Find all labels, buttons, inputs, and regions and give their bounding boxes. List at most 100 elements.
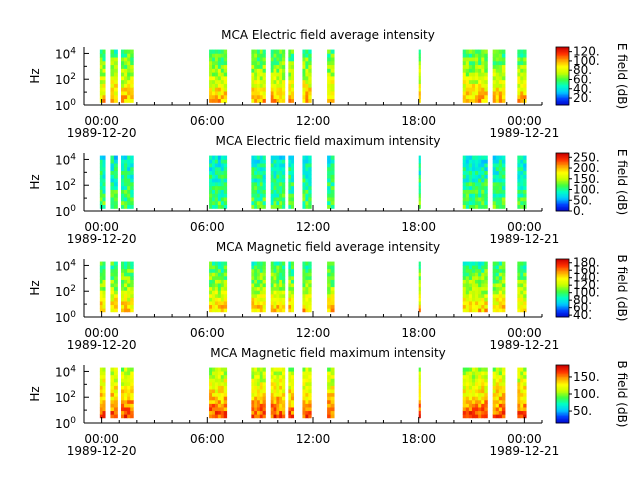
- heatmap-cell: [471, 396, 476, 401]
- heatmap-cell: [498, 410, 503, 415]
- heatmap-cell: [330, 272, 335, 277]
- heatmap-cell: [523, 182, 527, 187]
- heatmap-cell: [290, 57, 295, 62]
- heatmap-cell: [273, 64, 277, 69]
- heatmap-cell: [223, 308, 228, 313]
- heatmap-cell: [212, 399, 216, 404]
- heatmap-cell: [273, 57, 277, 62]
- heatmap-cell: [484, 392, 488, 397]
- heatmap-cell: [327, 414, 332, 419]
- heatmap-cell: [99, 381, 103, 386]
- heatmap-cell: [276, 301, 280, 306]
- colorbar-swatch: [556, 306, 569, 309]
- heatmap-cell: [302, 374, 306, 379]
- heatmap-cell: [251, 178, 255, 183]
- heatmap-cell: [302, 414, 306, 419]
- heatmap-cell: [418, 178, 421, 183]
- heatmap-cell: [217, 159, 222, 164]
- heatmap-cell: [478, 407, 482, 412]
- heatmap-cell: [270, 385, 274, 390]
- heatmap-cell: [223, 378, 228, 383]
- heatmap-cell: [99, 268, 103, 273]
- heatmap-cell: [273, 283, 277, 288]
- heatmap-cell: [517, 72, 521, 77]
- heatmap-cell: [273, 275, 277, 280]
- heatmap-cell: [254, 94, 258, 100]
- heatmap-cell: [102, 297, 106, 302]
- heatmap-cell: [279, 265, 283, 270]
- heatmap-cell: [259, 279, 264, 284]
- colorbar-swatch: [556, 414, 569, 417]
- heatmap-cell: [120, 272, 125, 277]
- heatmap-cell: [99, 87, 103, 92]
- heatmap-cell: [102, 290, 106, 295]
- heatmap-cell: [481, 290, 485, 295]
- heatmap-cell: [120, 204, 125, 209]
- data-segment: [209, 49, 228, 103]
- heatmap-cell: [523, 286, 527, 291]
- heatmap-cell: [481, 91, 485, 96]
- heatmap-cell: [517, 68, 521, 73]
- heatmap-cell: [495, 72, 500, 77]
- heatmap-cell: [523, 91, 527, 96]
- heatmap-cell: [282, 381, 286, 386]
- x-tick-label: 00:00: [507, 326, 542, 340]
- heatmap-cell: [254, 272, 258, 277]
- heatmap-cell: [478, 76, 482, 81]
- heatmap-cell: [468, 174, 473, 179]
- colorbar-swatch: [556, 389, 569, 392]
- heatmap-cell: [254, 185, 258, 190]
- colorbar-tick-label: 100.: [573, 387, 600, 401]
- heatmap-cell: [481, 79, 485, 84]
- heatmap-cell: [120, 163, 125, 168]
- heatmap-cell: [481, 64, 485, 69]
- heatmap-cell: [209, 166, 213, 172]
- data-segment: [288, 367, 295, 419]
- heatmap-cell: [327, 403, 332, 408]
- heatmap-cell: [475, 200, 479, 206]
- heatmap-cell: [484, 200, 488, 206]
- heatmap-cell: [475, 304, 479, 309]
- heatmap-cell: [517, 64, 521, 69]
- heatmap-cell: [212, 297, 216, 302]
- heatmap-cell: [495, 174, 500, 179]
- heatmap-cell: [276, 98, 280, 103]
- heatmap-cell: [484, 301, 488, 306]
- heatmap-cell: [288, 159, 292, 164]
- heatmap-cell: [468, 94, 473, 100]
- heatmap-cell: [279, 275, 283, 280]
- heatmap-cell: [330, 275, 335, 280]
- heatmap-cell: [302, 399, 306, 404]
- heatmap-cell: [217, 290, 222, 295]
- heatmap-cell: [465, 403, 470, 408]
- heatmap-cell: [462, 98, 467, 103]
- heatmap-cell: [102, 204, 106, 209]
- heatmap-cell: [130, 410, 134, 415]
- colorbar-swatch: [556, 261, 569, 264]
- heatmap-cell: [481, 193, 485, 198]
- data-segment: [327, 155, 335, 209]
- heatmap-cell: [209, 193, 213, 198]
- heatmap-cell: [124, 178, 128, 183]
- heatmap-cell: [212, 53, 216, 58]
- heatmap-cell: [308, 57, 312, 62]
- heatmap-cell: [273, 178, 277, 183]
- heatmap-cell: [120, 396, 125, 401]
- heatmap-cell: [478, 272, 482, 277]
- heatmap-cell: [330, 174, 335, 179]
- heatmap-cell: [468, 414, 473, 419]
- heatmap-cell: [214, 268, 219, 273]
- heatmap-cell: [330, 381, 335, 386]
- heatmap-cell: [256, 396, 261, 401]
- heatmap-cell: [465, 76, 470, 81]
- heatmap-cell: [276, 268, 280, 273]
- heatmap-cell: [124, 68, 128, 73]
- heatmap-cell: [214, 301, 219, 306]
- heatmap-cell: [465, 83, 470, 88]
- heatmap-cell: [130, 159, 134, 164]
- heatmap-cell: [498, 297, 503, 302]
- heatmap-cell: [465, 279, 470, 284]
- heatmap-cell: [465, 272, 470, 277]
- heatmap-cell: [501, 200, 506, 206]
- heatmap-cell: [305, 275, 309, 280]
